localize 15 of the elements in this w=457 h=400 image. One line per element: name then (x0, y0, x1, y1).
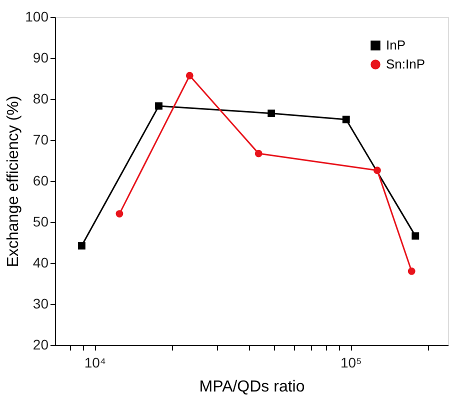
legend-label: InP (386, 38, 406, 52)
y-tick-label: 80 (32, 90, 49, 106)
y-tick-label: 20 (32, 336, 49, 352)
y-tick-label: 90 (32, 50, 49, 66)
y-tick-label: 70 (32, 132, 49, 148)
x-axis-title: MPA/QDs ratio (199, 378, 305, 396)
y-tick-label: 50 (32, 214, 49, 230)
y-tick-label: 60 (32, 172, 49, 188)
y-tick-label: 40 (32, 254, 49, 270)
y-tick-label: 100 (25, 8, 49, 24)
y-axis-title: Exchange efficiency (%) (5, 96, 22, 268)
x-tick-label: 10⁵ (340, 354, 362, 370)
legend-label: Sn:InP (386, 56, 426, 72)
x-tick-label: 10⁴ (84, 354, 106, 370)
y-tick-label: 30 (32, 296, 49, 312)
